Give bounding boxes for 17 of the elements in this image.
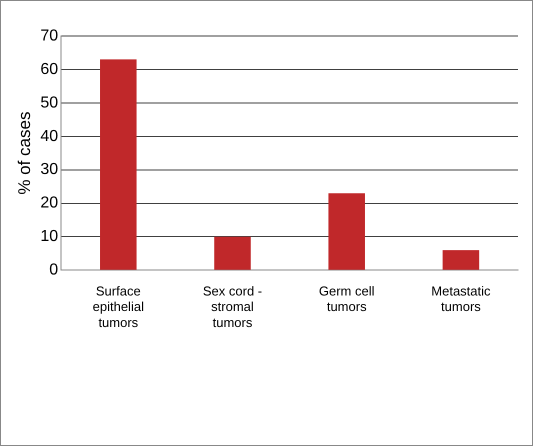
bar [328, 193, 365, 270]
bar [442, 250, 480, 270]
y-tick-label: 60 [40, 60, 58, 78]
bar [100, 59, 137, 270]
x-tick-label: Sex cord - stromal tumors [202, 284, 262, 330]
y-tick-label: 40 [40, 128, 58, 145]
y-tick-label: 10 [40, 228, 58, 246]
x-tick-label: Surface epithelial tumors [92, 284, 144, 330]
bar [214, 236, 251, 270]
y-tick-label: 50 [40, 94, 58, 112]
y-tick-label: 70 [40, 27, 58, 44]
y-tick-label: 20 [40, 194, 58, 212]
y-axis-title: % of cases [14, 112, 34, 195]
x-tick-label: Germ cell tumors [318, 284, 375, 314]
y-tick-label: 30 [40, 161, 58, 178]
x-tick-label: Metastatic tumors [431, 284, 492, 314]
y-tick-label: 0 [49, 262, 58, 279]
